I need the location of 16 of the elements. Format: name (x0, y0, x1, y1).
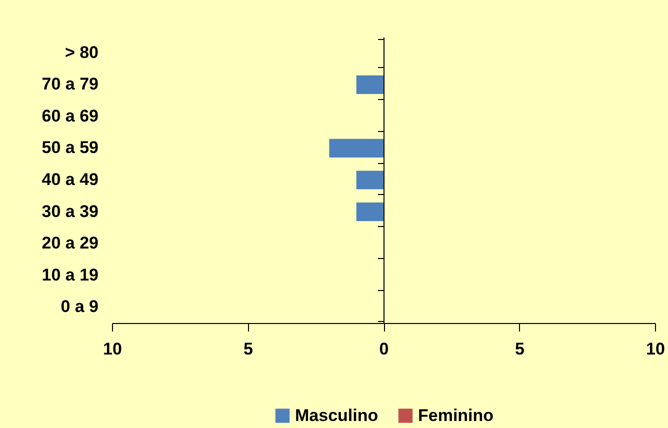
y-tick-label: 10 a 19 (42, 265, 98, 284)
y-tick-label: > 80 (64, 42, 98, 62)
y-tick-label: 20 a 29 (42, 234, 98, 253)
x-tick-label: 10 (103, 340, 122, 358)
x-tick-label: 5 (244, 340, 253, 358)
legend-label: Feminino (418, 406, 494, 425)
x-tick-label: 10 (646, 340, 665, 358)
y-tick-label: 70 a 79 (42, 74, 98, 94)
y-tick-label: 60 a 69 (42, 106, 98, 126)
x-tick-label: 0 (379, 340, 389, 358)
y-tick-label: 30 a 39 (42, 202, 98, 221)
legend-label: Masculino (295, 406, 378, 425)
y-tick-label: 40 a 49 (42, 170, 98, 189)
y-tick-label: 50 a 59 (42, 138, 98, 158)
x-tick-label: 5 (515, 340, 524, 358)
y-tick-label: 0 a 9 (60, 297, 98, 316)
